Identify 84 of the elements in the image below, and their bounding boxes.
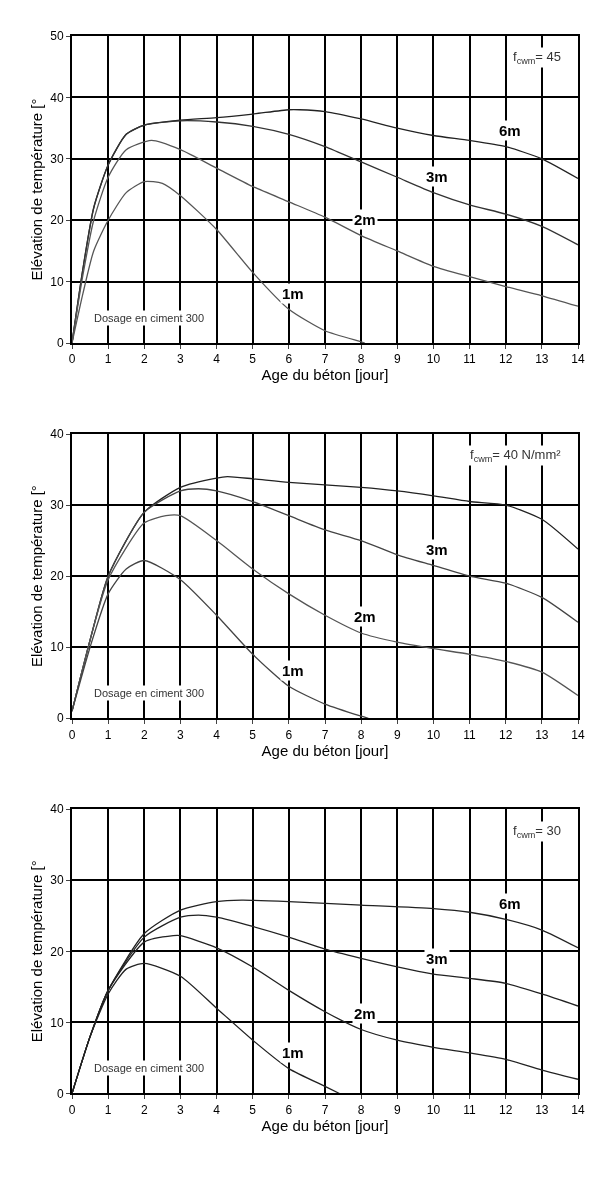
y-tick-label: 0	[56, 1086, 64, 1101]
x-tick-label: 1	[104, 1102, 112, 1117]
series-label: 3m	[426, 950, 448, 967]
annotation: Dosage en ciment 300	[94, 1062, 205, 1074]
y-tick-label: 20	[50, 944, 64, 959]
y-tick-label: 10	[50, 274, 64, 289]
x-tick-label: 10	[426, 1102, 441, 1117]
x-tick-label: 8	[357, 727, 365, 742]
x-tick-label: 4	[213, 1102, 221, 1117]
x-tick-label: 0	[68, 1102, 76, 1117]
series-label: 2m	[354, 608, 376, 625]
y-tick-label: 30	[50, 498, 64, 513]
x-tick-label: 1	[104, 352, 112, 367]
x-tick-label: 11	[463, 727, 477, 742]
y-tick-label: 30	[50, 873, 64, 888]
x-tick-label: 6	[285, 352, 293, 367]
series-label: 2m	[354, 1005, 376, 1022]
x-tick-label: 6	[285, 727, 293, 742]
x-tick-label: 0	[68, 727, 76, 742]
x-tick-label: 8	[357, 352, 365, 367]
y-axis-title: Elévation de température [°	[27, 860, 45, 1043]
series-label: 1m	[282, 1044, 304, 1061]
series-label: 3m	[426, 541, 448, 558]
y-tick-label: 0	[56, 336, 64, 351]
y-tick-label: 10	[50, 1015, 64, 1030]
series-label: 3m	[426, 168, 448, 185]
x-tick-label: 3	[177, 352, 185, 367]
x-axis-title: Age du béton [jour]	[261, 741, 389, 759]
y-tick-label: 50	[50, 29, 64, 44]
x-tick-label: 10	[426, 352, 441, 367]
x-tick-label: 0	[68, 352, 76, 367]
x-tick-label: 13	[535, 727, 549, 742]
y-tick-label: 40	[50, 802, 64, 817]
x-tick-label: 12	[499, 727, 513, 742]
x-tick-label: 6	[285, 1102, 293, 1117]
x-tick-label: 13	[535, 352, 549, 367]
y-tick-label: 40	[50, 90, 64, 105]
annotation: f$_{cwm}$= 45	[513, 49, 561, 66]
y-tick-label: 30	[50, 152, 64, 167]
x-tick-label: 1	[104, 727, 112, 742]
y-axis-title: Elévation de température [°	[27, 98, 45, 281]
x-tick-label: 14	[571, 1102, 585, 1117]
x-tick-label: 9	[393, 1102, 401, 1117]
y-axis-title: Elévation de température [°	[27, 485, 45, 668]
x-tick-label: 2	[140, 352, 148, 367]
x-tick-label: 7	[321, 727, 329, 742]
annotation: Dosage en ciment 300	[94, 312, 205, 324]
x-tick-label: 5	[249, 727, 257, 742]
series-label: 1m	[282, 662, 304, 679]
x-tick-label: 4	[213, 727, 221, 742]
annotation: Dosage en ciment 300	[94, 687, 205, 699]
x-tick-label: 3	[177, 1102, 185, 1117]
x-tick-label: 11	[463, 1102, 477, 1117]
x-tick-label: 11	[463, 352, 477, 367]
x-tick-label: 4	[213, 352, 221, 367]
x-tick-label: 5	[249, 352, 257, 367]
x-axis-title: Age du béton [jour]	[261, 1116, 389, 1134]
y-tick-label: 20	[50, 213, 64, 228]
series-label: 2m	[354, 211, 376, 228]
x-tick-label: 10	[426, 727, 441, 742]
x-tick-label: 8	[357, 1102, 365, 1117]
y-tick-label: 0	[56, 711, 64, 726]
series-label: 1m	[282, 285, 304, 302]
y-tick-label: 20	[50, 569, 64, 584]
x-tick-label: 12	[499, 352, 513, 367]
series-label: 6m	[499, 122, 521, 139]
x-axis-title: Age du béton [jour]	[261, 366, 389, 384]
x-tick-label: 2	[140, 1102, 148, 1117]
x-tick-label: 14	[571, 727, 585, 742]
annotation: f$_{cwm}$= 30	[513, 823, 561, 840]
series-label: 6m	[499, 895, 521, 912]
x-tick-label: 13	[535, 1102, 549, 1117]
x-tick-label: 9	[393, 727, 401, 742]
x-tick-label: 7	[321, 1102, 329, 1117]
x-tick-label: 7	[321, 352, 329, 367]
y-tick-label: 40	[50, 427, 64, 442]
x-tick-label: 2	[140, 727, 148, 742]
annotation: f$_{cwm}$= 40 N/mm²	[470, 447, 562, 464]
x-tick-label: 5	[249, 1102, 257, 1117]
y-tick-label: 10	[50, 640, 64, 655]
x-tick-label: 3	[177, 727, 185, 742]
x-tick-label: 14	[571, 352, 585, 367]
x-tick-label: 9	[393, 352, 401, 367]
x-tick-label: 12	[499, 1102, 513, 1117]
